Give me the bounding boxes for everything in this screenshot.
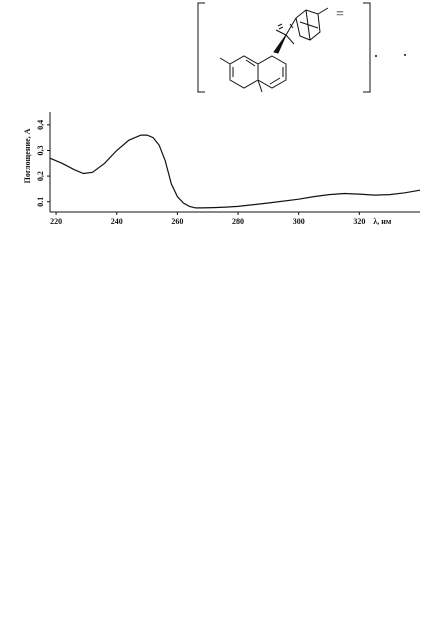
methyl-bond [317,7,329,15]
x-axis-label: λ, нм [373,217,392,226]
left-bracket [197,2,205,93]
double-bond-label: = [336,7,344,22]
y-axis-label: Поглощение, А [23,128,32,183]
x-tick-label: 320 [353,217,365,226]
y-tick-label: 0.1 [36,197,45,207]
ring-right-db2 [269,77,281,85]
methyl-left [275,29,287,36]
dot-mark-2 [404,54,406,56]
x-ticks: 220 240 260 280 300 320 [50,212,365,226]
x-tick-label: 220 [50,217,62,226]
ring-bridge-2 [299,21,319,29]
wedge-bond [273,34,287,54]
ring-left-db2 [245,59,256,67]
x-tick-label: 240 [111,217,123,226]
absorption-chart: 220 240 260 280 300 320 0.1 0,2 0,3 0,4 λ, нм По… [23,112,421,226]
absorption-series-line [49,134,421,209]
dot-mark-1 [375,55,377,57]
y-tick-label: 0,2 [36,171,45,181]
aryl-methyl [219,57,231,65]
methyl-right [285,34,295,45]
chemical-structure [197,2,371,93]
x-tick-label: 280 [232,217,244,226]
peri-methyl [257,79,263,93]
x-tick-label: 260 [171,217,183,226]
naphthalene-ring-left [229,55,259,89]
x-tick-label: 300 [293,217,305,226]
right-bracket [363,2,371,93]
y-tick-label: 0,3 [36,145,45,155]
hash-1 [277,23,283,27]
y-tick-label: 0,4 [36,120,45,130]
hash-3 [289,23,294,29]
y-ticks: 0.1 0,2 0,3 0,4 [36,120,50,207]
hash-2 [278,26,284,30]
link-bond [285,17,297,36]
